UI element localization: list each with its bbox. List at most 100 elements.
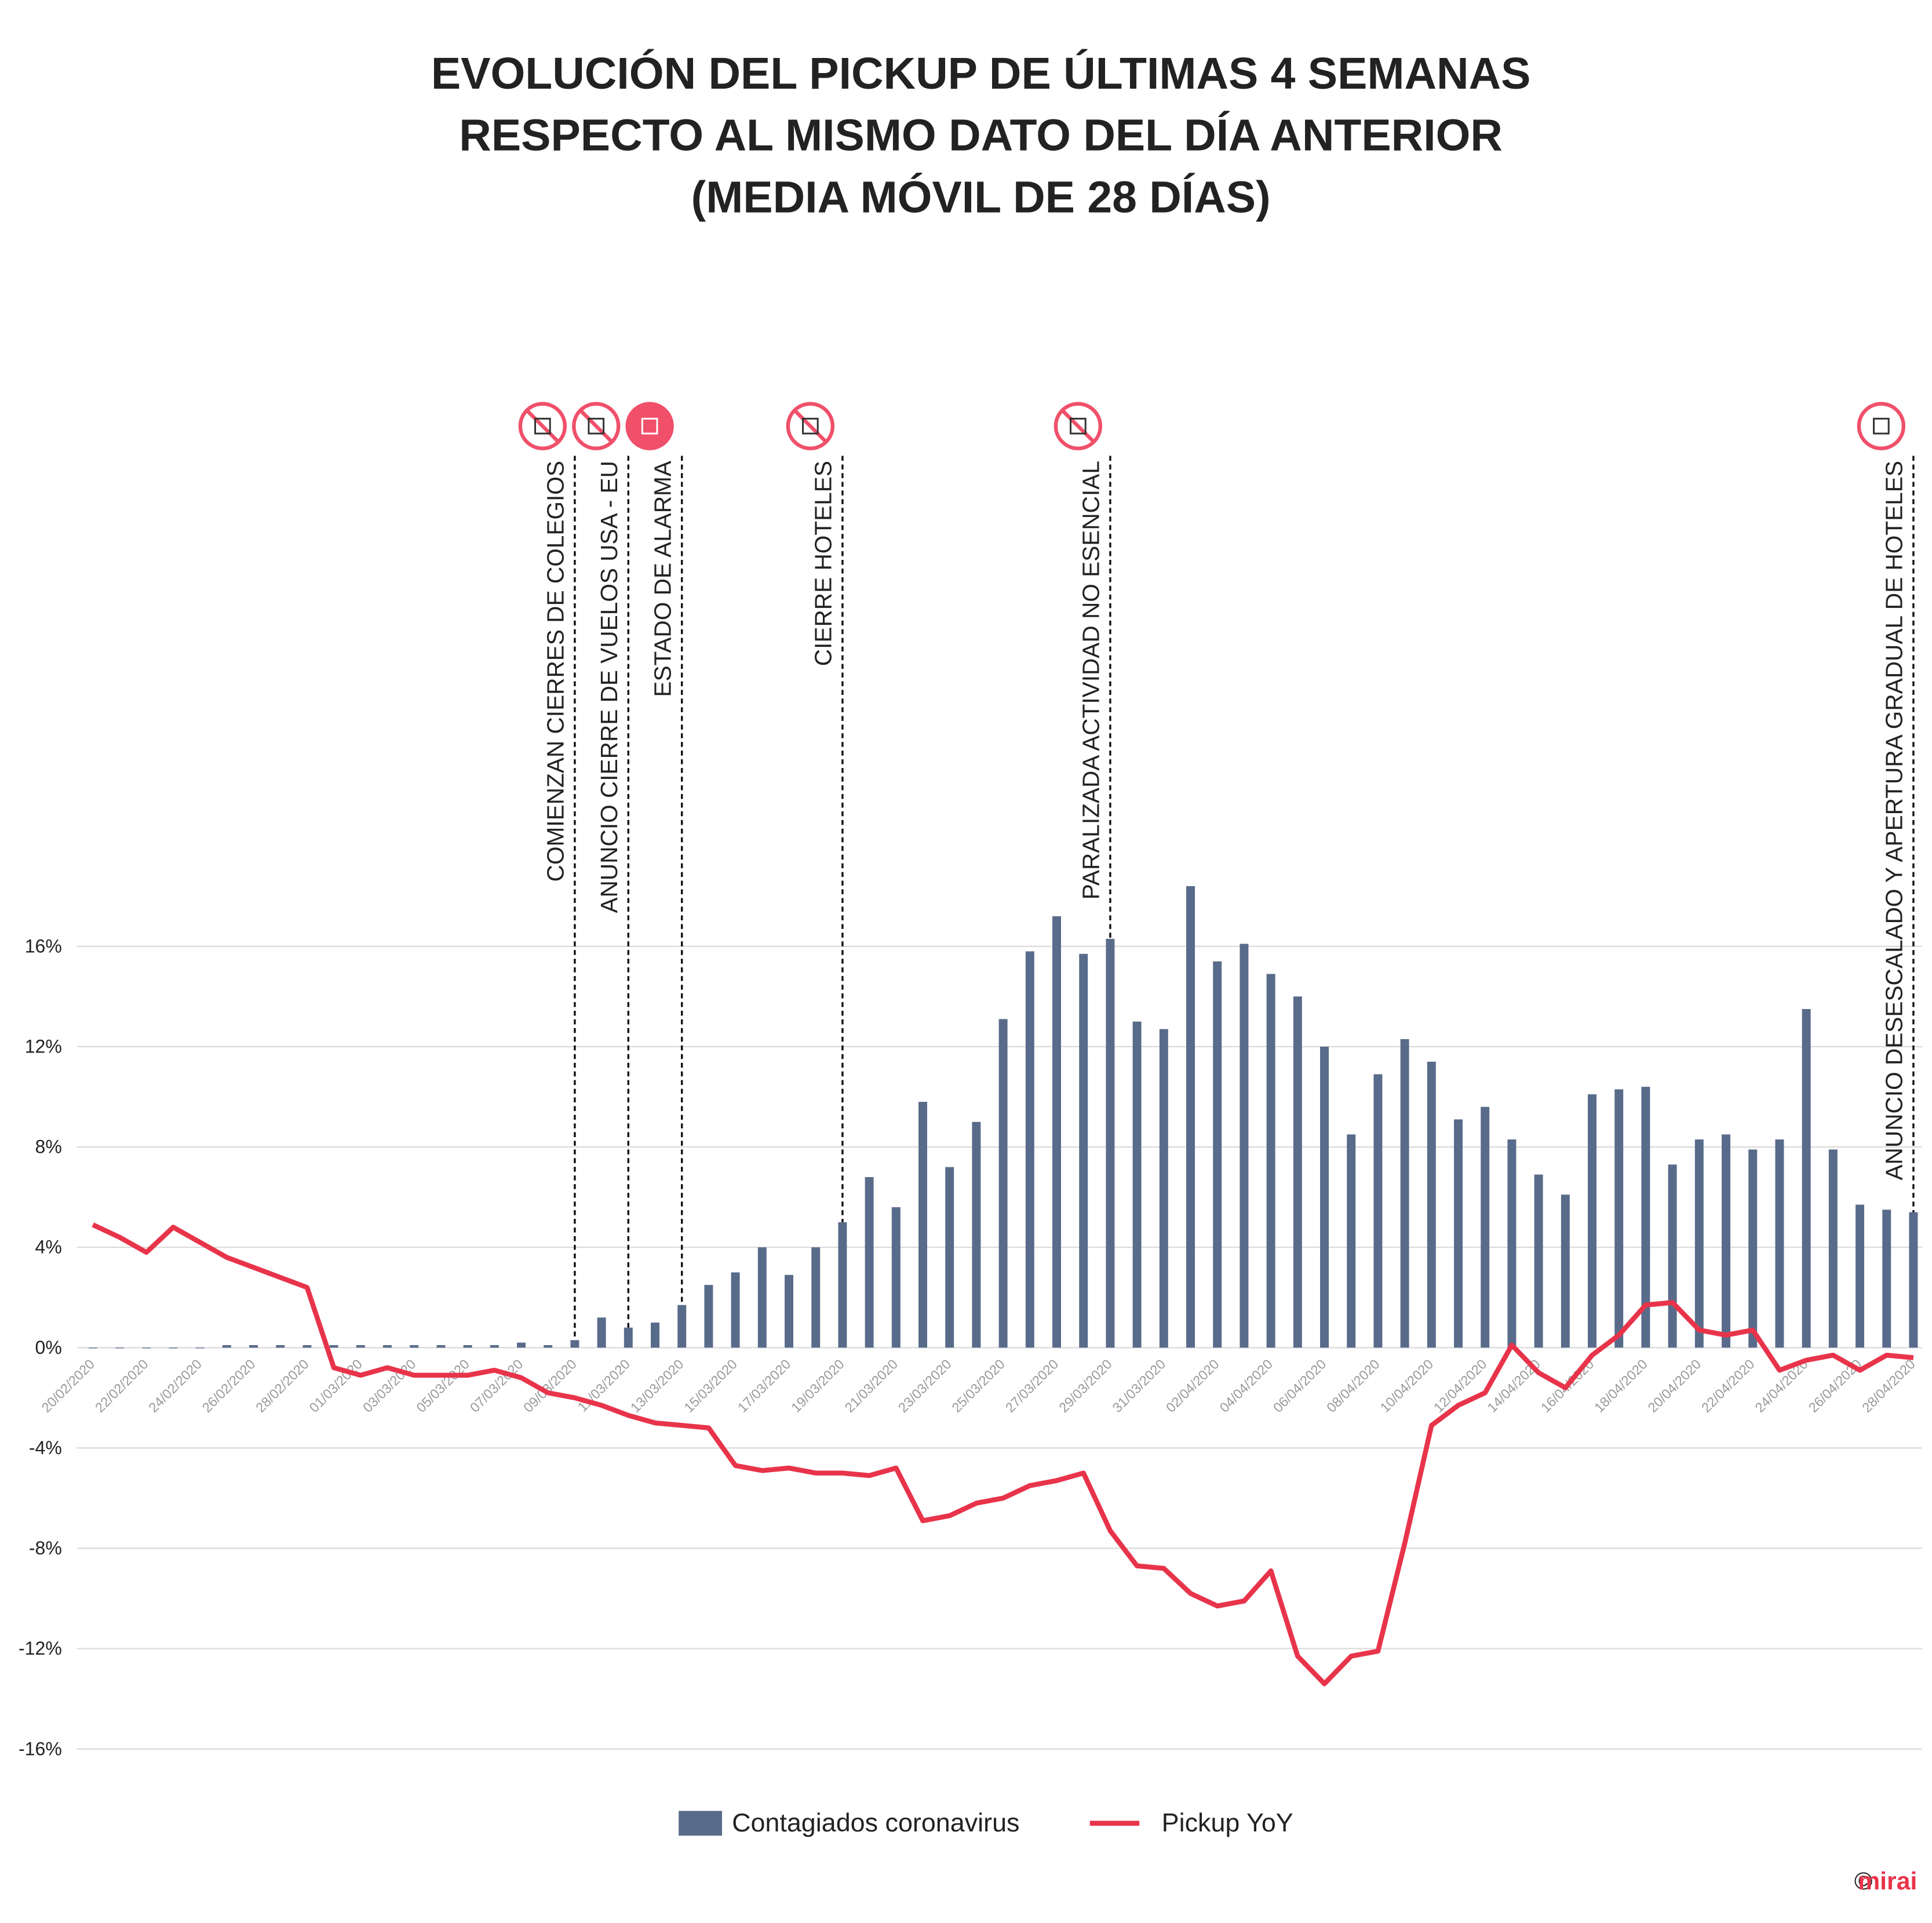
x-tick-label: 22/02/2020 <box>92 1356 151 1415</box>
x-tick-label: 09/03/2020 <box>520 1356 579 1415</box>
bar <box>169 1347 178 1349</box>
bar <box>1775 1139 1784 1348</box>
bar <box>998 1019 1008 1348</box>
icon-glyph <box>534 417 551 435</box>
bar <box>88 1347 97 1349</box>
x-tick-label: 29/03/2020 <box>1056 1356 1115 1415</box>
x-tick-label: 06/04/2020 <box>1270 1356 1329 1415</box>
y-tick-label: 16% <box>25 935 62 956</box>
y-tick-label: -4% <box>29 1437 62 1458</box>
x-tick-label: 08/04/2020 <box>1324 1356 1383 1415</box>
bar <box>677 1305 687 1348</box>
bar <box>597 1317 606 1348</box>
bar <box>356 1345 365 1348</box>
icon-slash <box>794 410 827 443</box>
bar <box>1373 1074 1383 1348</box>
bar <box>463 1345 472 1348</box>
bar <box>1882 1210 1891 1348</box>
bar <box>1802 1009 1811 1348</box>
bar <box>1347 1134 1356 1348</box>
bar <box>1266 974 1275 1348</box>
bar <box>410 1345 419 1348</box>
annotation-icon <box>1857 402 1906 450</box>
icon-glyph <box>588 417 605 435</box>
bar <box>249 1345 258 1348</box>
bar <box>570 1340 579 1348</box>
annotation-icon <box>518 402 567 450</box>
bar <box>1694 1139 1704 1348</box>
icon-glyph <box>1070 417 1087 435</box>
bar <box>1052 916 1061 1348</box>
annotation-text: PARALIZADA ACTIVIDAD NO ESENCIAL <box>1078 461 1104 899</box>
annotation-icon <box>1054 402 1103 450</box>
bar <box>1213 961 1222 1348</box>
bar <box>1025 951 1034 1348</box>
icon-glyph <box>641 417 658 435</box>
chart-title: (MEDIA MÓVIL DE 28 DÍAS) <box>691 173 1271 223</box>
y-tick-label: -8% <box>29 1538 62 1558</box>
bar <box>1132 1021 1142 1348</box>
x-tick-label: 02/04/2020 <box>1163 1356 1222 1415</box>
bar <box>865 1177 874 1348</box>
bar <box>1106 938 1115 1348</box>
icon-slash <box>1062 410 1095 443</box>
bar <box>757 1247 767 1348</box>
bar <box>115 1347 124 1349</box>
annotation-icon <box>786 402 835 450</box>
bar <box>544 1345 553 1348</box>
icon-slash <box>579 410 613 443</box>
bar <box>302 1345 312 1348</box>
y-tick-label: 4% <box>35 1237 62 1258</box>
y-tick-label: 8% <box>35 1137 62 1157</box>
icon-circle <box>1857 402 1906 450</box>
x-tick-label: 10/04/2020 <box>1377 1356 1437 1415</box>
bar <box>1481 1106 1490 1348</box>
bar <box>1240 944 1249 1348</box>
x-tick-label: 18/04/2020 <box>1591 1356 1650 1415</box>
bar <box>704 1285 713 1348</box>
x-tick-label: 03/03/2020 <box>360 1356 419 1415</box>
bar <box>651 1322 659 1348</box>
bar <box>972 1121 981 1348</box>
bar <box>811 1247 821 1348</box>
x-tick-label: 25/03/2020 <box>949 1356 1008 1415</box>
x-tick-label: 20/02/2020 <box>39 1356 98 1415</box>
chart-title: EVOLUCIÓN DEL PICKUP DE ÚLTIMAS 4 SEMANA… <box>431 49 1531 99</box>
y-tick-label: 12% <box>25 1036 62 1057</box>
bar <box>276 1345 285 1348</box>
icon-slash <box>526 410 559 443</box>
bar <box>1534 1174 1543 1348</box>
x-tick-label: 31/03/2020 <box>1110 1356 1169 1415</box>
x-tick-label: 24/02/2020 <box>145 1356 205 1415</box>
x-tick-label: 28/02/2020 <box>253 1356 312 1415</box>
chart-title: RESPECTO AL MISMO DATO DEL DÍA ANTERIOR <box>459 111 1503 161</box>
x-tick-label: 01/03/2020 <box>307 1356 366 1415</box>
x-tick-label: 04/04/2020 <box>1216 1356 1275 1415</box>
x-tick-label: 26/02/2020 <box>199 1356 258 1415</box>
bar <box>195 1347 205 1349</box>
x-tick-label: 23/03/2020 <box>895 1356 954 1415</box>
bar <box>1320 1046 1329 1348</box>
x-tick-label: 15/03/2020 <box>681 1356 740 1415</box>
legend-label: Pickup YoY <box>1162 1808 1293 1837</box>
bar <box>1293 996 1302 1348</box>
annotation-text: ANUNCIO DESESCALADO Y APERTURA GRADUAL D… <box>1881 461 1908 1180</box>
bar <box>517 1342 526 1348</box>
bar <box>945 1167 954 1348</box>
annotation-text: CIERRE HOTELES <box>810 461 837 666</box>
icon-circle <box>625 402 674 450</box>
icon-glyph <box>1873 417 1890 435</box>
annotation-icon <box>625 402 674 450</box>
x-tick-label: 22/04/2020 <box>1698 1356 1758 1415</box>
annotation-text: ESTADO DE ALARMA <box>650 461 676 697</box>
bar <box>329 1345 338 1348</box>
annotation-icon <box>572 402 621 450</box>
bar <box>838 1222 847 1348</box>
bar <box>142 1347 151 1349</box>
x-tick-label: 05/03/2020 <box>413 1356 472 1415</box>
bar <box>1828 1149 1838 1348</box>
credit-symbol: © <box>1854 1867 1872 1895</box>
x-tick-label: 07/03/2020 <box>467 1356 526 1415</box>
y-tick-label: -16% <box>19 1738 62 1759</box>
